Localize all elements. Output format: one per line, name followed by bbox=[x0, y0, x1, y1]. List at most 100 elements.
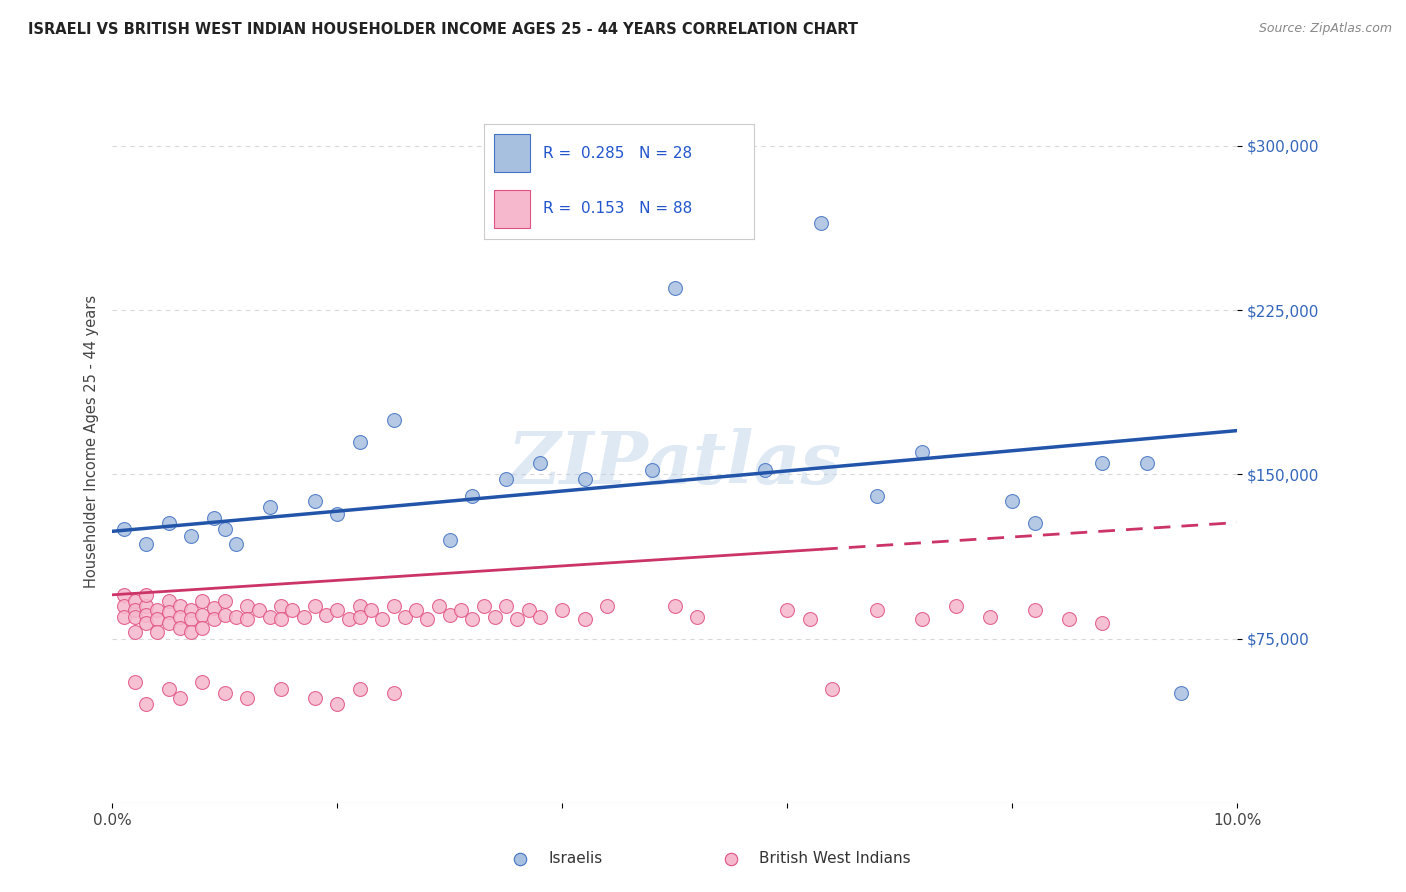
Point bbox=[124, 675, 146, 690]
Point bbox=[349, 681, 371, 696]
Point bbox=[225, 537, 247, 551]
Point bbox=[247, 603, 270, 617]
Point bbox=[202, 601, 225, 615]
Point bbox=[112, 609, 135, 624]
Point bbox=[124, 603, 146, 617]
Point bbox=[191, 594, 214, 608]
Point bbox=[157, 594, 180, 608]
Point bbox=[281, 603, 304, 617]
Point bbox=[495, 472, 517, 486]
Point bbox=[382, 686, 405, 700]
Point bbox=[1170, 686, 1192, 700]
Point bbox=[202, 511, 225, 525]
Point bbox=[1001, 493, 1024, 508]
Point bbox=[259, 500, 281, 515]
Point bbox=[495, 599, 517, 613]
Point bbox=[135, 616, 157, 631]
Point bbox=[439, 607, 461, 622]
Point bbox=[124, 625, 146, 640]
Point bbox=[191, 621, 214, 635]
Point bbox=[124, 609, 146, 624]
Point bbox=[911, 445, 934, 459]
Point bbox=[551, 603, 574, 617]
Point bbox=[979, 609, 1001, 624]
Point bbox=[214, 594, 236, 608]
Point bbox=[349, 434, 371, 449]
Point bbox=[225, 609, 247, 624]
Point bbox=[135, 599, 157, 613]
Point bbox=[146, 625, 169, 640]
Point bbox=[146, 612, 169, 626]
Point bbox=[866, 603, 889, 617]
Point bbox=[529, 609, 551, 624]
Point bbox=[270, 599, 292, 613]
Point bbox=[776, 603, 799, 617]
Point bbox=[416, 612, 439, 626]
Point bbox=[214, 686, 236, 700]
Point bbox=[146, 603, 169, 617]
Point bbox=[686, 609, 709, 624]
Point bbox=[461, 489, 484, 503]
Text: ZIPatlas: ZIPatlas bbox=[508, 428, 842, 499]
Point bbox=[382, 412, 405, 426]
Point bbox=[236, 690, 259, 705]
Point bbox=[259, 609, 281, 624]
Point bbox=[236, 599, 259, 613]
Point bbox=[135, 698, 157, 712]
Point bbox=[866, 489, 889, 503]
Point bbox=[191, 675, 214, 690]
Point bbox=[135, 607, 157, 622]
Point bbox=[337, 612, 360, 626]
Point bbox=[596, 599, 619, 613]
Point bbox=[529, 457, 551, 471]
Point bbox=[135, 588, 157, 602]
Point bbox=[304, 690, 326, 705]
Text: Israelis: Israelis bbox=[548, 852, 603, 866]
Point bbox=[1024, 516, 1046, 530]
Point bbox=[349, 609, 371, 624]
Point bbox=[157, 616, 180, 631]
Point bbox=[1091, 616, 1114, 631]
Point bbox=[506, 612, 529, 626]
Point bbox=[754, 463, 776, 477]
Point bbox=[911, 612, 934, 626]
Point bbox=[169, 621, 191, 635]
Point bbox=[472, 599, 495, 613]
Point bbox=[292, 609, 315, 624]
Point bbox=[461, 612, 484, 626]
Point bbox=[214, 607, 236, 622]
Point bbox=[405, 603, 427, 617]
Point bbox=[169, 599, 191, 613]
Point bbox=[326, 507, 349, 521]
Point bbox=[202, 612, 225, 626]
Point bbox=[799, 612, 821, 626]
Point bbox=[349, 599, 371, 613]
Point bbox=[270, 612, 292, 626]
Point bbox=[664, 281, 686, 295]
Point bbox=[157, 681, 180, 696]
Point bbox=[135, 537, 157, 551]
Point bbox=[1057, 612, 1080, 626]
Point bbox=[382, 599, 405, 613]
Point bbox=[509, 851, 531, 865]
Point bbox=[180, 603, 202, 617]
Point bbox=[180, 625, 202, 640]
Point bbox=[664, 599, 686, 613]
Point bbox=[1091, 457, 1114, 471]
Point bbox=[427, 599, 450, 613]
Point bbox=[371, 612, 394, 626]
Point bbox=[214, 522, 236, 536]
Point bbox=[304, 493, 326, 508]
Point bbox=[304, 599, 326, 613]
Point bbox=[1136, 457, 1159, 471]
Text: British West Indians: British West Indians bbox=[759, 852, 911, 866]
Point bbox=[394, 609, 416, 624]
Text: ISRAELI VS BRITISH WEST INDIAN HOUSEHOLDER INCOME AGES 25 - 44 YEARS CORRELATION: ISRAELI VS BRITISH WEST INDIAN HOUSEHOLD… bbox=[28, 22, 858, 37]
Text: Source: ZipAtlas.com: Source: ZipAtlas.com bbox=[1258, 22, 1392, 36]
Point bbox=[157, 605, 180, 619]
Point bbox=[191, 607, 214, 622]
Point bbox=[574, 472, 596, 486]
Point bbox=[180, 529, 202, 543]
Point bbox=[574, 612, 596, 626]
Point bbox=[484, 609, 506, 624]
